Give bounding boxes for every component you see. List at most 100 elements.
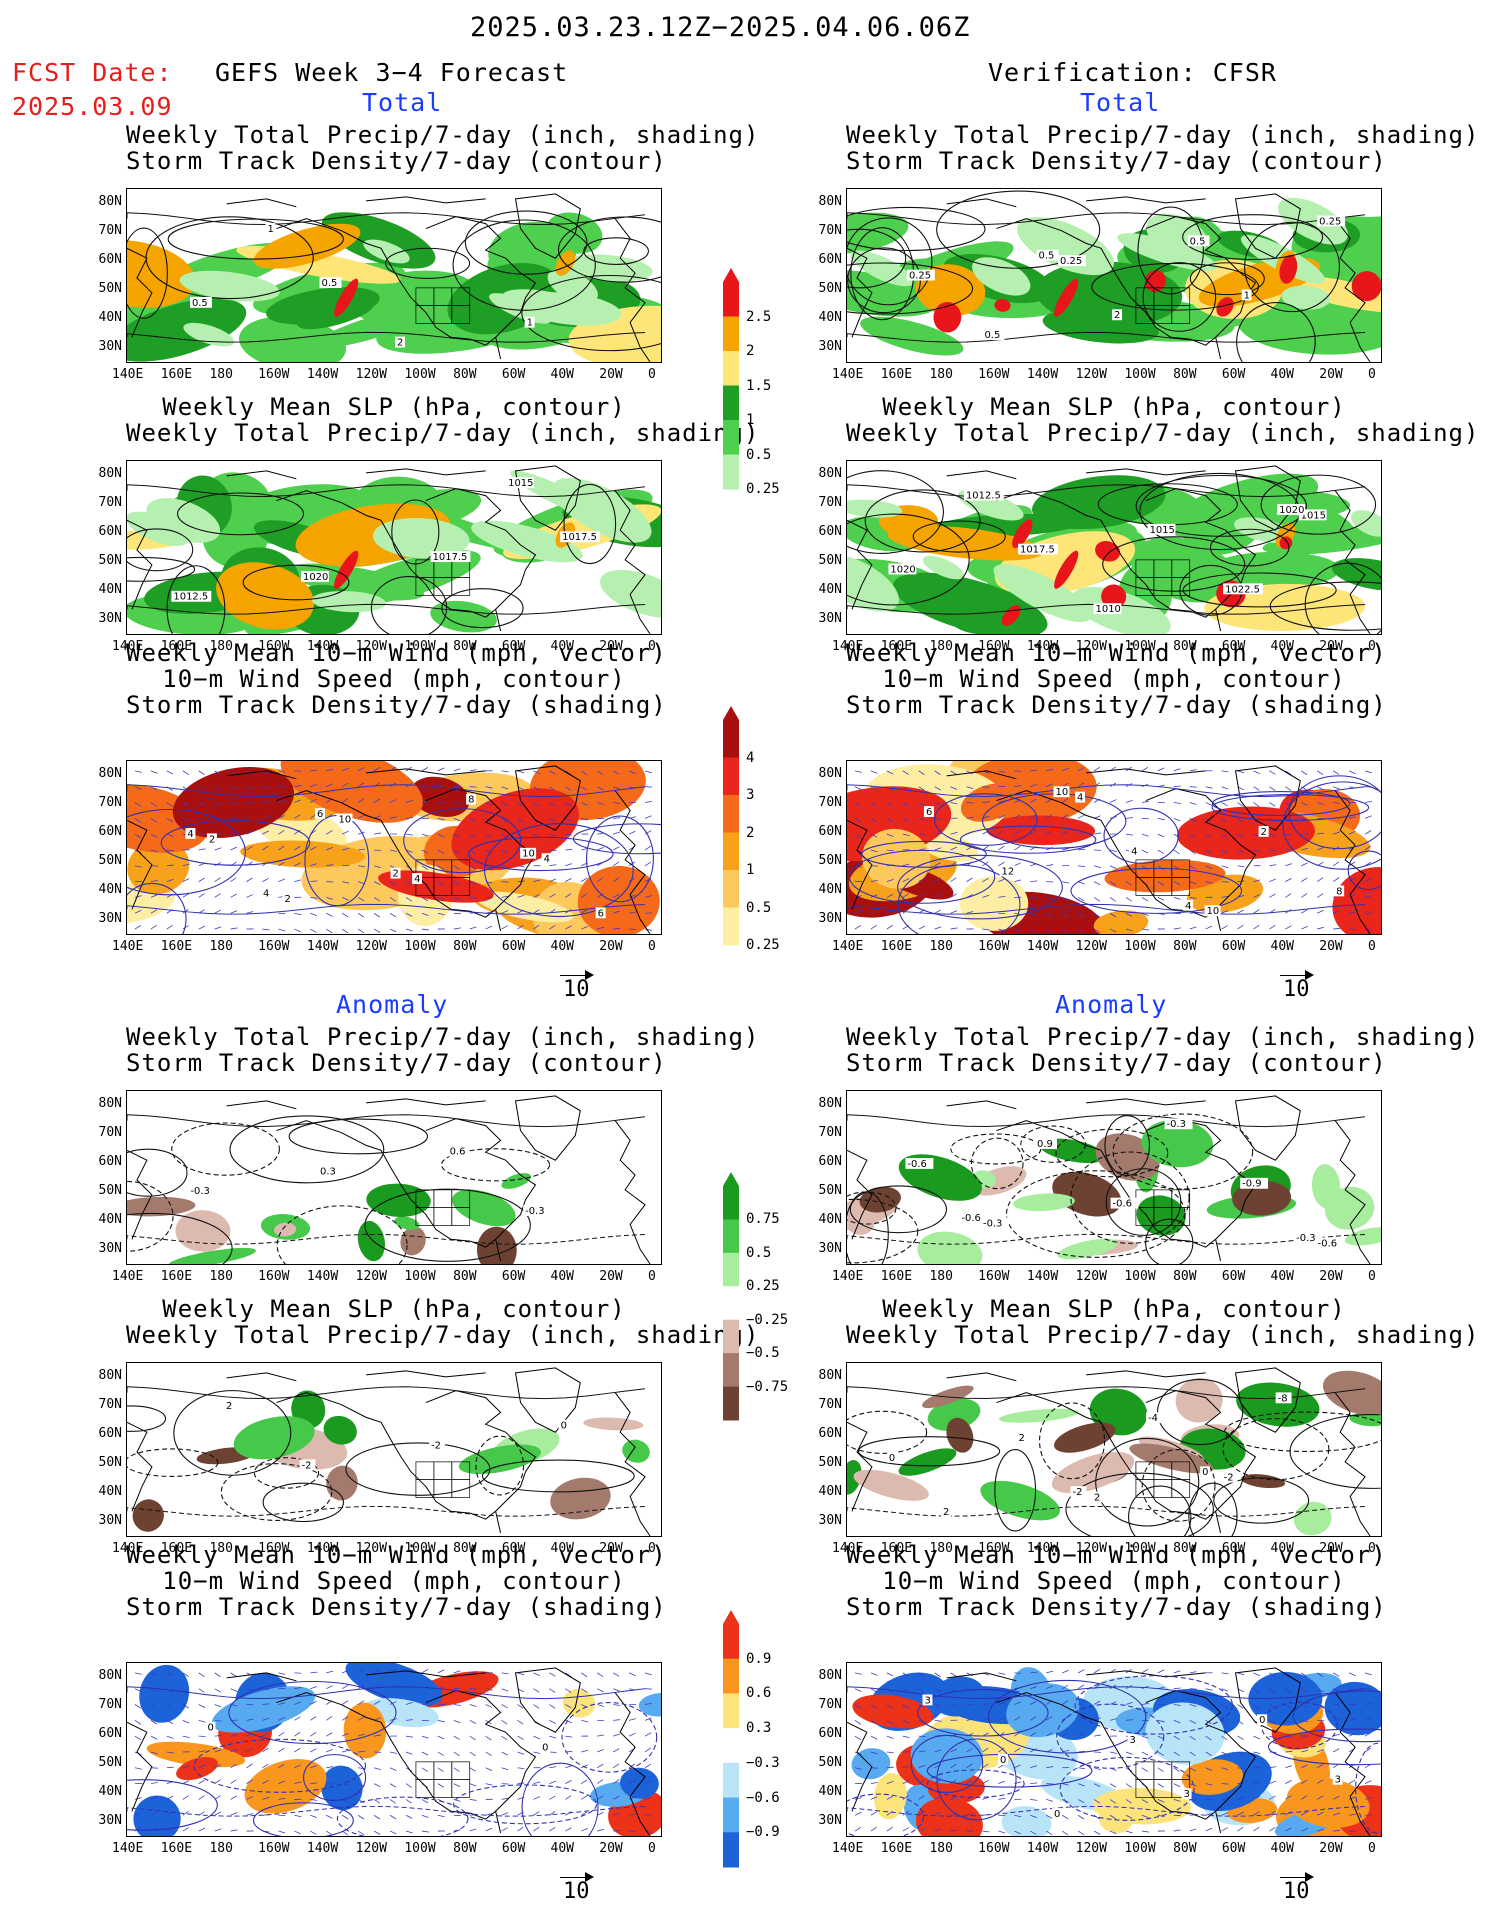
precip-shading (547, 268, 598, 304)
contour-label: 8 (468, 795, 474, 806)
contour-line (1102, 536, 1246, 592)
colorbar-swatch (723, 1832, 739, 1868)
storm-track-shading (1177, 806, 1316, 860)
fcst-date-label: FCST Date: (12, 58, 173, 87)
lon-tick-label: 180 (929, 367, 953, 382)
precip-anomaly-shading (550, 1477, 611, 1520)
contour-line (127, 808, 246, 896)
colorbar-label: 4 (746, 749, 755, 766)
lat-tick-label: 50N (98, 853, 122, 868)
contour-line (1104, 1115, 1150, 1176)
lat-tick-label: 40N (98, 1212, 122, 1227)
lat-tick-label: 60N (818, 252, 842, 267)
contour-label-bg (1036, 249, 1059, 261)
contour-line (917, 1688, 1049, 1737)
lon-tick-label: 140W (1026, 939, 1059, 954)
contour-label: 6 (598, 908, 604, 919)
colorbar-label: 0.25 (746, 1278, 780, 1295)
forecast-anom-slp-precip: -2 -2 0 2 (126, 1362, 662, 1537)
coastline (847, 1367, 1371, 1536)
contour-line (1211, 794, 1370, 821)
contour-label: 0 (1202, 1467, 1208, 1478)
contour-line (847, 1191, 897, 1225)
contour-line (847, 1805, 1366, 1817)
contour-line (229, 1115, 385, 1184)
contour-label-bg (523, 1205, 552, 1217)
lat-tick-label: 50N (818, 281, 842, 296)
contour-line (1182, 572, 1337, 608)
precip-anomaly-shading (1322, 1370, 1381, 1416)
lon-tick-label: 80W (1173, 639, 1197, 654)
lon-tick-label: 140W (1026, 1269, 1059, 1284)
lon-tick-label: 140W (306, 939, 339, 954)
lat-tick-label: 40N (98, 882, 122, 897)
precip-anomaly-shading (233, 1416, 315, 1460)
contour-line (849, 1185, 948, 1234)
precip-anomaly-shading (357, 1220, 385, 1262)
colorbar-label: 0.25 (746, 481, 780, 497)
contour-label-bg (205, 1721, 216, 1733)
contour-label: 0.5 (322, 278, 338, 289)
lat-tick-label: 70N (818, 1697, 842, 1712)
colorbar-label: −0.9 (746, 1824, 780, 1841)
colorbar-swatch (723, 420, 739, 455)
lat-tick-label: 40N (98, 310, 122, 325)
panel-title-line: 10−m Wind Speed (mph, contour) (162, 665, 626, 693)
contour-line (464, 210, 588, 275)
contour-label-bg (888, 563, 917, 575)
contour-label: 6 (317, 809, 323, 820)
lon-tick-label: 120W (1075, 367, 1107, 382)
precip-shading-max (1216, 297, 1234, 317)
colorbar-cap-top (723, 1610, 739, 1624)
lon-tick-label: 140W (1026, 367, 1059, 382)
contour-line (1105, 1168, 1182, 1236)
contour-line (262, 1482, 344, 1523)
contour-line (171, 1122, 280, 1176)
colorbar-swatch (723, 282, 739, 317)
storm-anomaly-shading (873, 1772, 907, 1820)
contour-line (847, 470, 944, 554)
contour-line (847, 331, 1366, 343)
contour-line (1288, 775, 1381, 850)
lon-tick-label: 100W (404, 1841, 436, 1856)
contour-label-bg (223, 1399, 234, 1411)
contour-label-bg (980, 1217, 1009, 1229)
lat-tick-label: 70N (818, 1397, 842, 1412)
contour-label: 10 (522, 849, 535, 860)
colorbar-label: −0.75 (746, 1378, 789, 1395)
contour-line (302, 1754, 367, 1801)
contour-line (1282, 781, 1381, 870)
precip-anomaly-shading (898, 1154, 982, 1201)
contour-line (847, 784, 1366, 798)
contour-line (127, 556, 196, 582)
storm-track-shading (240, 840, 366, 868)
precip-anomaly-shading (583, 1417, 644, 1431)
contour-label-bg (886, 1451, 897, 1463)
lat-tick-label: 40N (818, 1212, 842, 1227)
contour-label: 1015 (1301, 510, 1326, 521)
lon-tick-label: 140E (112, 367, 144, 382)
vector-ref-arrow-left-anom (560, 1872, 594, 1882)
contour-label-bg (1200, 1466, 1211, 1478)
contour-label-bg (922, 1694, 933, 1706)
contour-label-bg (1053, 786, 1070, 798)
lat-tick-label: 50N (98, 1755, 122, 1770)
lat-tick-label: 40N (818, 882, 842, 897)
contour-label: 12 (1001, 867, 1014, 878)
panel-title-line: 10−m Wind Speed (mph, contour) (882, 665, 1346, 693)
lon-tick-label: 120W (355, 639, 387, 654)
contour-label-bg (336, 813, 353, 825)
vector-ref-arrow-right-total (1280, 970, 1314, 980)
map-plot: 2 4 4 2 10 8 6 4 2 10 4 6 (127, 761, 661, 934)
lon-tick-label: 0 (648, 1269, 656, 1284)
lat-tick-label: 30N (98, 1513, 122, 1528)
colorbar-label: 0.9 (746, 1650, 772, 1667)
lon-tick-label: 180 (209, 1269, 233, 1284)
precip-shading (600, 569, 661, 618)
contour-label: -0.3 (525, 1206, 544, 1217)
colorbar-swatch (723, 1219, 739, 1254)
contour-line (987, 1679, 1147, 1754)
contour-label-bg (1317, 215, 1346, 227)
contour-line (994, 1448, 1037, 1532)
